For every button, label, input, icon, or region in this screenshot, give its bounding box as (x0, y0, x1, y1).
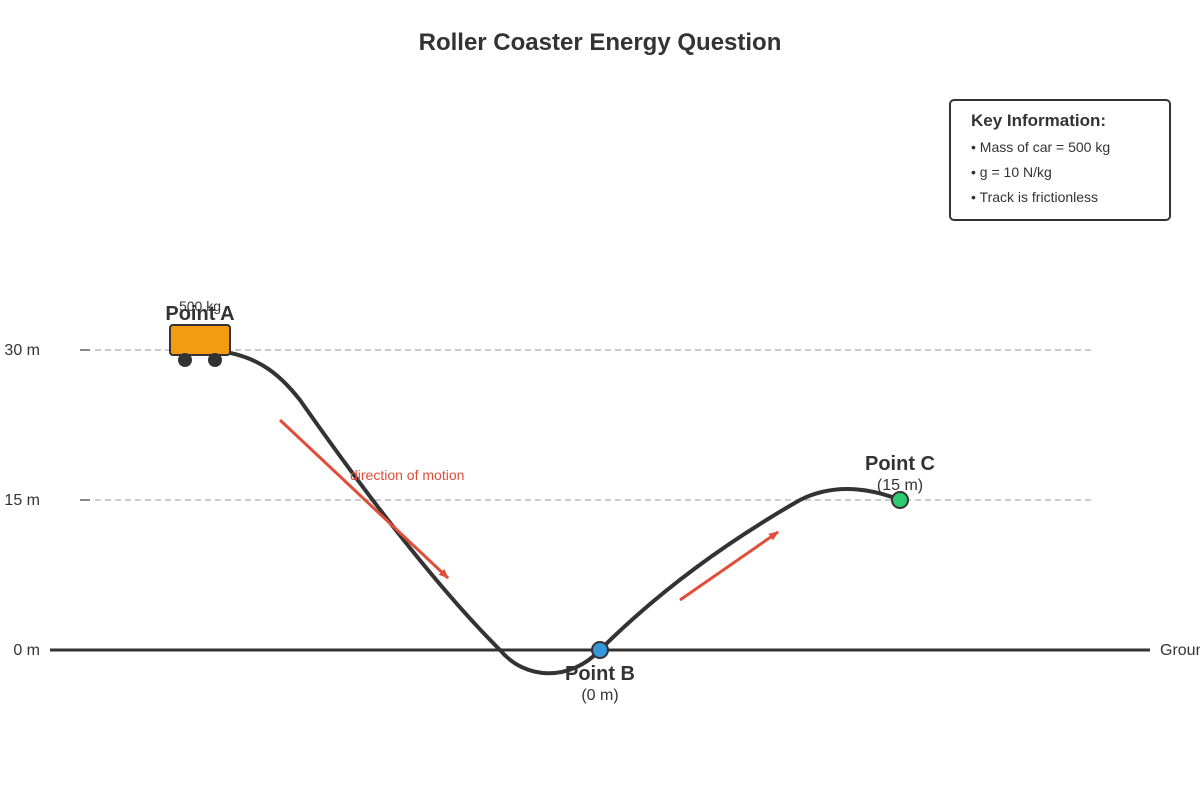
point-c-height: (15 m) (877, 477, 923, 494)
motion-arrow-up (679, 530, 779, 602)
coaster-car (169, 324, 231, 367)
direction-of-motion-label: direction of motion (350, 467, 464, 483)
point-b-marker (591, 641, 609, 659)
key-info-item-friction: • Track is frictionless (971, 189, 1099, 205)
coaster-track (198, 348, 902, 676)
point-b-height: (0 m) (581, 687, 618, 704)
point-c-marker (891, 491, 909, 509)
height-label-0m: 0 m (13, 642, 40, 659)
point-a-label: Point A (165, 303, 234, 325)
key-info-item-mass: • Mass of car = 500 kg (971, 139, 1111, 155)
car-mass-label: 500 kg (179, 298, 221, 314)
diagram-title: Roller Coaster Energy Question (419, 29, 782, 56)
key-information-box: Key Information: • Mass of car = 500 kg … (949, 99, 1171, 221)
height-label-15m: 15 m (4, 492, 40, 509)
car-body (169, 324, 231, 356)
key-info-item-gravity: • g = 10 N/kg (971, 164, 1052, 180)
ground-label: Ground (1160, 642, 1200, 659)
car-wheel-rear (208, 353, 222, 367)
key-information-title: Key Information: (971, 111, 1107, 130)
motion-arrow-down (278, 418, 450, 580)
point-c-label: Point C (865, 453, 935, 475)
car-wheel-front (178, 353, 192, 367)
point-b-label: Point B (565, 663, 635, 685)
height-label-30m: 30 m (4, 342, 40, 359)
